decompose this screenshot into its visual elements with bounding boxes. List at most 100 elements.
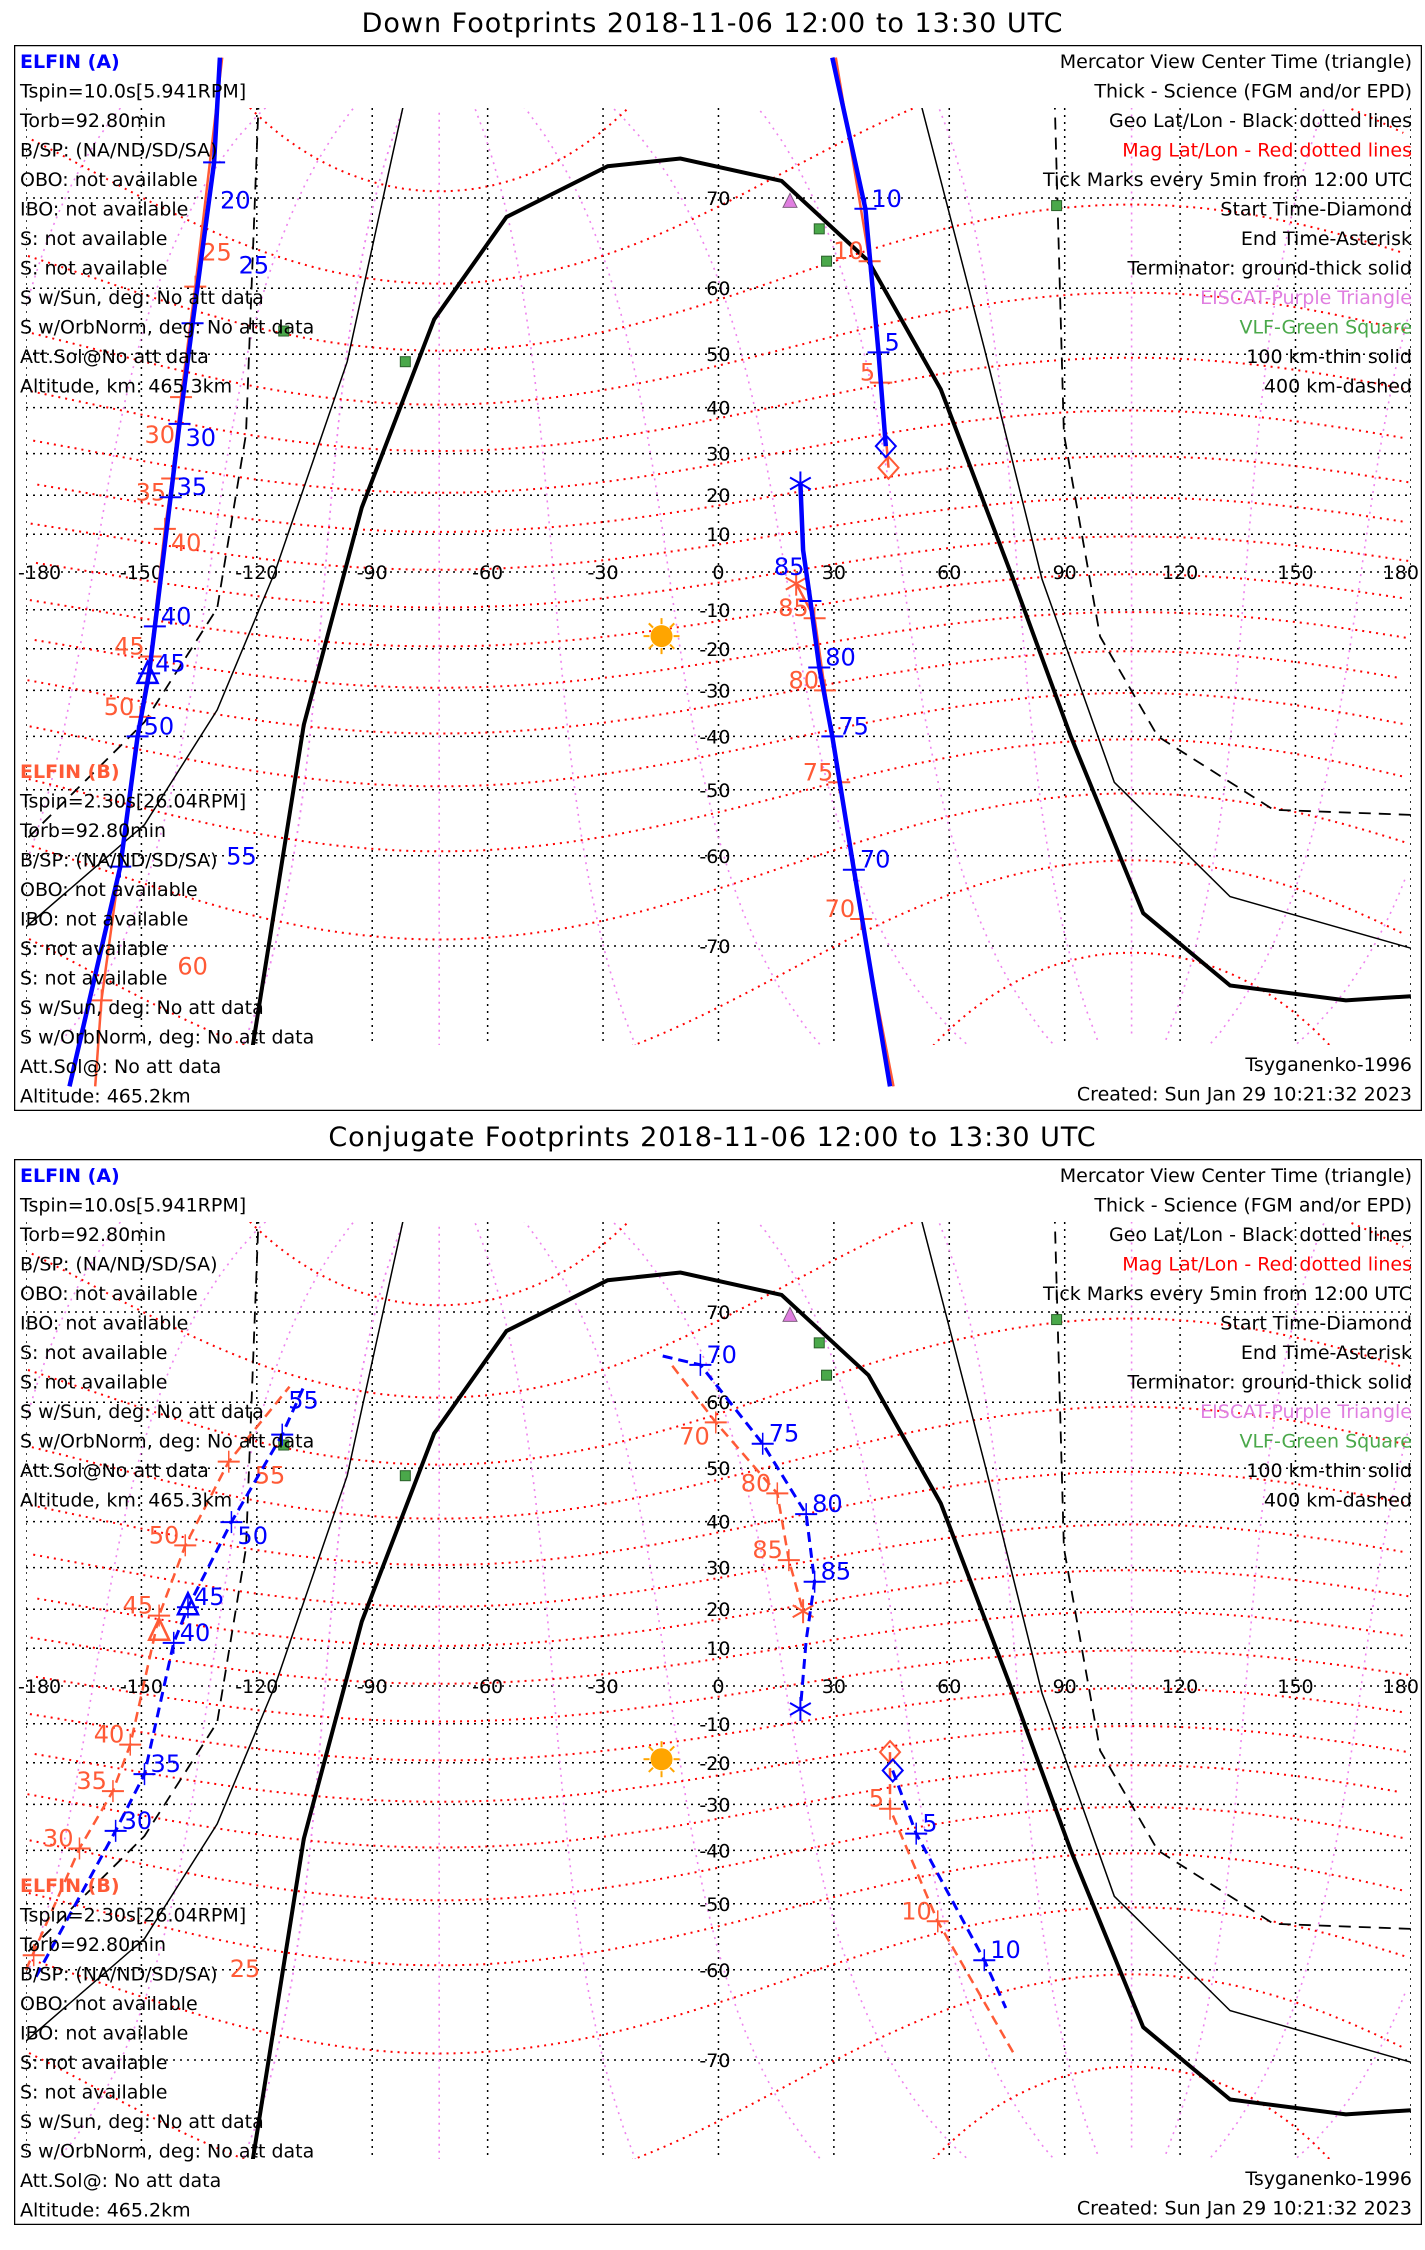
vlf-square-icon xyxy=(1051,1314,1063,1326)
time-tick-label: 50 xyxy=(237,1522,268,1550)
mag-parallel xyxy=(31,1405,1405,1520)
mag-parallel xyxy=(29,1806,1404,1902)
lat-tick-label: 40 xyxy=(706,1512,730,1534)
time-tick-label: 30 xyxy=(122,1807,153,1835)
elfin-b-info-line: OBO: not available xyxy=(20,1993,198,2015)
asterisk-stroke xyxy=(792,1604,814,1619)
time-tick-label: 85 xyxy=(778,594,809,622)
mag-meridian xyxy=(1208,1431,1409,2159)
down-footprints-map: -180 -150 -120 -90 -60 -30 0 30 60 90 120 150 180 70 6… xyxy=(14,45,1422,1111)
time-tick-label: 5 xyxy=(884,328,899,356)
time-tick-label: 50 xyxy=(144,712,175,740)
time-tick-label: 45 xyxy=(114,632,145,660)
vlf-square-icon xyxy=(399,356,411,368)
mag-meridian xyxy=(473,1222,637,2159)
asterisk-stroke xyxy=(785,576,808,591)
time-tick-label: 80 xyxy=(825,644,856,672)
legend-entry: Mag Lat/Lon - Red dotted lines xyxy=(1122,1254,1412,1276)
time-tick-label: 55 xyxy=(288,1387,319,1415)
center-time-triangle-icon xyxy=(147,1615,172,1642)
lon-tick-label: -180 xyxy=(18,1676,61,1698)
lat-tick-label: 40 xyxy=(706,398,730,420)
mag-parallel xyxy=(30,356,1405,452)
lon-tick-label: 150 xyxy=(1277,562,1313,584)
elfin-b-info-line: B/SP: (NA/ND/SD/SA) xyxy=(20,850,218,872)
mag-parallel xyxy=(27,650,1402,735)
mag-parallel xyxy=(30,1610,1405,1685)
vlf-square-icon xyxy=(813,223,825,235)
time-tick-label: 85 xyxy=(774,553,805,581)
sun-disk xyxy=(650,1748,673,1771)
elfin-a-info-line: Torb=92.80min xyxy=(19,1224,166,1246)
time-tick-label: 10 xyxy=(871,185,902,213)
track-segment xyxy=(34,1386,306,1978)
mag-parallel xyxy=(29,573,1404,648)
time-tick-label: 75 xyxy=(803,758,834,786)
eiscat-triangle-icon xyxy=(782,1306,798,1322)
terminator-ground xyxy=(250,156,1411,1045)
elfin-b-info-line: S w/Sun, deg: No att data xyxy=(20,2111,264,2133)
lon-tick-label: 0 xyxy=(712,562,724,584)
lat-tick-label: -40 xyxy=(699,1840,730,1862)
mag-parallel xyxy=(28,1973,1405,2159)
time-tick-label: 75 xyxy=(838,712,869,740)
time-tick-label: 30 xyxy=(185,424,216,452)
elfin-b-label: ELFIN (B) xyxy=(20,1875,120,1897)
end-asterisk-icon xyxy=(785,571,808,596)
time-tick-label: 25 xyxy=(239,251,270,279)
lon-tick-label: 30 xyxy=(822,562,846,584)
mag-parallel xyxy=(29,1687,1404,1762)
lon-tick-label: -120 xyxy=(235,1676,278,1698)
time-tick-label: 40 xyxy=(161,602,192,630)
elfin-b-info-line: S: not available xyxy=(20,2052,167,2074)
legend-entry: EISCAT-Purple Triangle xyxy=(1200,1401,1412,1423)
elfin-a-info-line: Torb=92.80min xyxy=(19,110,166,132)
lon-tick-label: 150 xyxy=(1277,1676,1313,1698)
sun-ray xyxy=(648,1745,654,1752)
elfin-b-label: ELFIN (B) xyxy=(20,761,120,783)
created-timestamp: Created: Sun Jan 29 10:21:32 2023 xyxy=(1077,1084,1412,1106)
legend-entry: Mag Lat/Lon - Red dotted lines xyxy=(1122,140,1412,162)
elfin-a-info-line: S: not available xyxy=(20,258,167,280)
elfin-b-info-line: S w/OrbNorm, deg: No att data xyxy=(20,1027,314,1049)
lat-tick-label: -70 xyxy=(699,936,730,958)
time-tick-label: 20 xyxy=(220,186,251,214)
lat-tick-label: -30 xyxy=(699,1794,730,1816)
lon-tick-label: -180 xyxy=(18,562,61,584)
start-diamond-icon xyxy=(881,1757,905,1783)
mag-parallel xyxy=(27,1317,1401,1466)
lon-tick-label: -150 xyxy=(120,562,163,584)
mag-parallel xyxy=(34,1725,1409,1803)
asterisk-stroke xyxy=(789,1702,812,1716)
time-tick-label: 70 xyxy=(706,1341,737,1369)
elfin-b-info-line: S: not available xyxy=(20,938,167,960)
track-segment xyxy=(891,1769,1008,2009)
time-tick-label: 80 xyxy=(812,1490,843,1518)
time-tick-label: 50 xyxy=(104,693,135,721)
track-segment xyxy=(888,1752,1015,2054)
time-tick-label: 85 xyxy=(752,1536,783,1564)
mag-parallel xyxy=(29,692,1404,788)
legend-entry: Mercator View Center Time (triangle) xyxy=(1060,51,1412,73)
elfin-a-info-line: Att.Sol@No att data xyxy=(20,1460,209,1482)
sun-ray xyxy=(669,1766,675,1773)
time-tick-label: 45 xyxy=(123,1592,154,1620)
mag-parallel xyxy=(30,1470,1405,1566)
legend-entry: Terminator: ground-thick solid xyxy=(1127,258,1413,280)
time-tick-label: 70 xyxy=(860,846,891,874)
mag-meridian xyxy=(611,108,969,1045)
mag-parallel xyxy=(31,792,1407,941)
model-label: Tsyganenko-1996 xyxy=(1244,2168,1412,2190)
lat-tick-label: -30 xyxy=(699,680,730,702)
elfin-b-info-line: Att.Sol@: No att data xyxy=(20,2170,221,2192)
mag-parallel xyxy=(27,203,1401,352)
time-tick-label: 25 xyxy=(201,239,232,267)
elfin-a-info-line: IBO: not available xyxy=(20,1313,188,1335)
time-tick-label: 40 xyxy=(171,529,202,557)
elfin-b-info-line: Att.Sol@: No att data xyxy=(20,1056,221,1078)
time-tick-label: 10 xyxy=(833,237,864,265)
sun-ray xyxy=(648,622,654,629)
